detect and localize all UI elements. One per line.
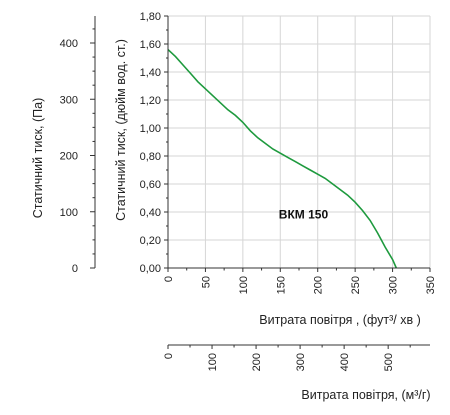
x-axis-cfm: 0 50 100 150 200 250 300 350 — [163, 267, 437, 294]
x-axis-m3h-tick-label: 300 — [295, 353, 307, 371]
x-axis-m3h-tick-label: 500 — [383, 353, 395, 371]
x-axis-cfm-tick-label: 350 — [425, 276, 437, 294]
x-axis-cfm-tick-label: 200 — [313, 276, 325, 294]
y-axis-inwg-tick-label: 1,40 — [140, 67, 161, 79]
x-axis-cfm-tick-label: 100 — [238, 276, 250, 294]
x-axis-m3h-tick-label: 100 — [207, 353, 219, 371]
grid — [167, 15, 431, 269]
x-axis-m3h: 0 100 200 300 400 500 — [163, 344, 430, 371]
y-axis-inwg-tick-label: 1,20 — [140, 95, 161, 107]
y-axis-pa-tick-label: 0 — [72, 263, 78, 275]
y-axis-inwg-tick-label: 0,20 — [140, 235, 161, 247]
y-axis-inwg-tick-label: 1,60 — [140, 39, 161, 51]
y-axis-inwg-tick-label: 1,80 — [140, 11, 161, 23]
x-axis-m3h-tick-label: 0 — [163, 353, 175, 359]
x-axis-cfm-tick-label: 0 — [163, 276, 175, 282]
y-axis-inwg-tick-label: 0,60 — [140, 179, 161, 191]
series-label-vkm150: ВКМ 150 — [279, 207, 329, 221]
x-axis-m3h-label: Витрата повітря, (м³/г) — [301, 388, 430, 402]
series-line-vkm150 — [167, 49, 398, 269]
y-axis-inwg-tick-label: 1,00 — [140, 123, 161, 135]
y-axis-pa-tick-label: 100 — [60, 207, 78, 219]
x-axis-m3h-tick-label: 400 — [339, 353, 351, 371]
x-axis-m3h-tick-label: 200 — [251, 353, 263, 371]
x-axis-cfm-tick-label: 300 — [388, 276, 400, 294]
y-axis-pa-tick-label: 200 — [60, 151, 78, 163]
y-axis-inwg: 0,00 0,20 0,40 0,60 0,80 1,00 1,20 1,40 1,60 1,80 — [140, 11, 169, 275]
x-axis-cfm-tick-label: 50 — [200, 276, 212, 288]
y-axis-inwg-label: Статичний тиск, (дюйм вод. ст.) — [114, 39, 128, 221]
y-axis-pa-tick-label: 300 — [60, 94, 78, 106]
x-axis-cfm-tick-label: 150 — [275, 276, 287, 294]
y-axis-pa-label: Статичний тиск, (Па) — [31, 98, 45, 218]
x-axis-cfm-tick-label: 250 — [350, 276, 362, 294]
y-axis-pa: 0 100 200 300 400 — [60, 16, 96, 275]
y-axis-pa-tick-label: 400 — [60, 38, 78, 50]
y-axis-inwg-tick-label: 0,40 — [140, 207, 161, 219]
y-axis-inwg-tick-label: 0,80 — [140, 151, 161, 163]
y-axis-inwg-tick-label: 0,00 — [140, 263, 161, 275]
x-axis-cfm-label: Витрата повітря , (фут³/ хв ) — [259, 313, 420, 327]
